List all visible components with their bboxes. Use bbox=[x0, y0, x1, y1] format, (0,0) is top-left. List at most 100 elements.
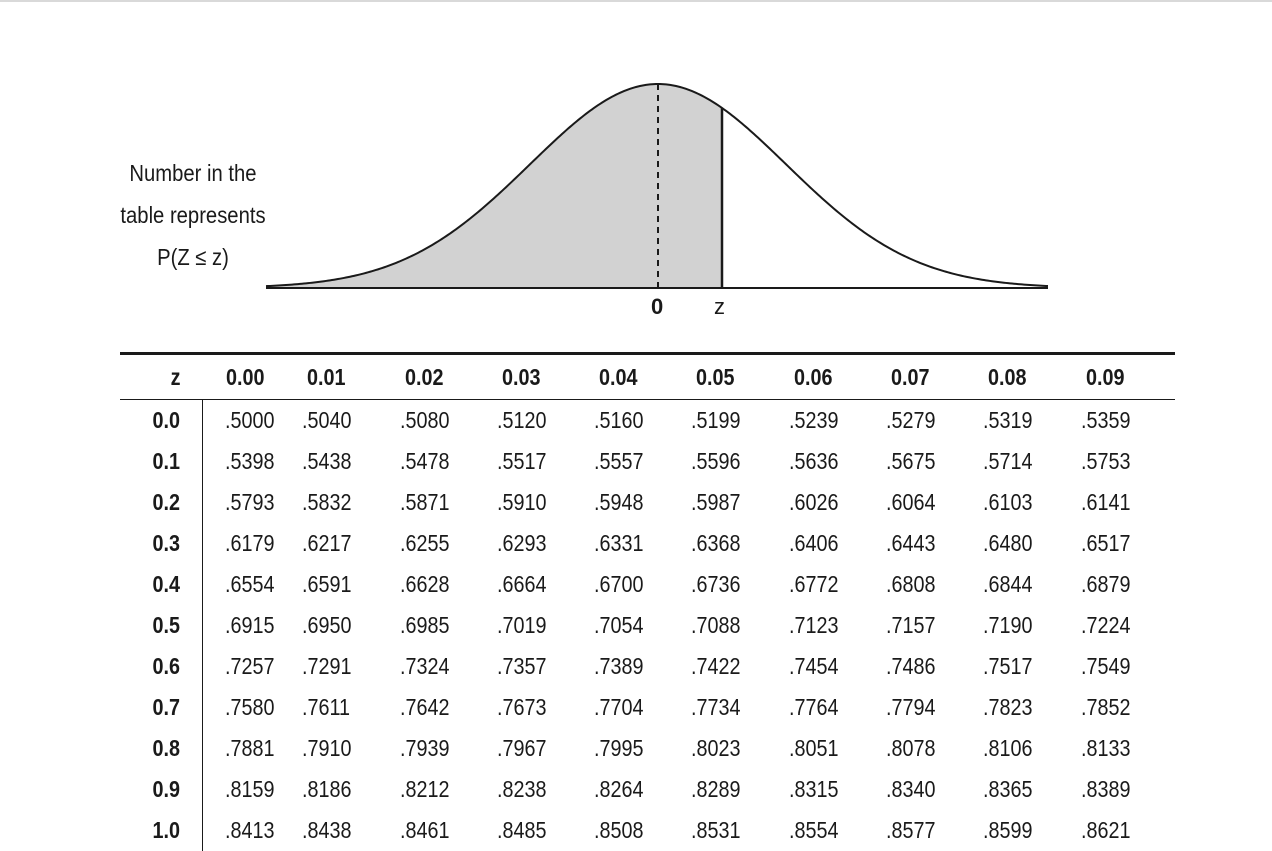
probability-cell: .5596 bbox=[688, 441, 785, 482]
probability-cell: .8461 bbox=[397, 810, 494, 851]
probability-cell: .7054 bbox=[591, 605, 688, 646]
probability-cell: .7324 bbox=[397, 646, 494, 687]
probability-cell: .5832 bbox=[299, 482, 396, 523]
header-cell: 0.03 bbox=[494, 354, 591, 400]
probability-cell: .5040 bbox=[299, 400, 396, 442]
probability-cell: .6517 bbox=[1078, 523, 1175, 564]
probability-cell: .8051 bbox=[786, 728, 883, 769]
table-row: 0.6.7257.7291.7324.7357.7389.7422.7454.7… bbox=[120, 646, 1175, 687]
row-z-value: 0.5 bbox=[120, 605, 202, 646]
probability-cell: .5517 bbox=[494, 441, 591, 482]
row-z-value: 1.0 bbox=[120, 810, 202, 851]
header-cell: 0.09 bbox=[1078, 354, 1175, 400]
probability-cell: .7852 bbox=[1078, 687, 1175, 728]
probability-cell: .8078 bbox=[883, 728, 980, 769]
probability-cell: .7422 bbox=[688, 646, 785, 687]
probability-cell: .8599 bbox=[980, 810, 1077, 851]
probability-cell: .7257 bbox=[202, 646, 299, 687]
table-row: 0.9.8159.8186.8212.8238.8264.8289.8315.8… bbox=[120, 769, 1175, 810]
probability-cell: .6915 bbox=[202, 605, 299, 646]
row-z-value: 0.3 bbox=[120, 523, 202, 564]
probability-cell: .7157 bbox=[883, 605, 980, 646]
probability-cell: .5753 bbox=[1078, 441, 1175, 482]
probability-cell: .5080 bbox=[397, 400, 494, 442]
probability-cell: .7224 bbox=[1078, 605, 1175, 646]
table-row: 0.3.6179.6217.6255.6293.6331.6368.6406.6… bbox=[120, 523, 1175, 564]
probability-cell: .8289 bbox=[688, 769, 785, 810]
probability-cell: .7881 bbox=[202, 728, 299, 769]
probability-cell: .7939 bbox=[397, 728, 494, 769]
probability-cell: .8389 bbox=[1078, 769, 1175, 810]
probability-cell: .6217 bbox=[299, 523, 396, 564]
probability-cell: .7517 bbox=[980, 646, 1077, 687]
probability-cell: .8186 bbox=[299, 769, 396, 810]
probability-cell: .8531 bbox=[688, 810, 785, 851]
probability-cell: .7123 bbox=[786, 605, 883, 646]
header-cell: 0.04 bbox=[591, 354, 688, 400]
probability-cell: .5398 bbox=[202, 441, 299, 482]
table-row: 0.2.5793.5832.5871.5910.5948.5987.6026.6… bbox=[120, 482, 1175, 523]
row-z-value: 0.9 bbox=[120, 769, 202, 810]
probability-cell: .7673 bbox=[494, 687, 591, 728]
probability-cell: .7291 bbox=[299, 646, 396, 687]
probability-cell: .6064 bbox=[883, 482, 980, 523]
probability-cell: .7734 bbox=[688, 687, 785, 728]
probability-cell: .6664 bbox=[494, 564, 591, 605]
probability-cell: .5319 bbox=[980, 400, 1077, 442]
probability-cell: .6628 bbox=[397, 564, 494, 605]
table-row: 0.0.5000.5040.5080.5120.5160.5199.5239.5… bbox=[120, 400, 1175, 442]
row-z-value: 0.2 bbox=[120, 482, 202, 523]
table-row: 0.7.7580.7611.7642.7673.7704.7734.7764.7… bbox=[120, 687, 1175, 728]
probability-cell: .7549 bbox=[1078, 646, 1175, 687]
probability-cell: .8621 bbox=[1078, 810, 1175, 851]
header-cell: 0.05 bbox=[688, 354, 785, 400]
probability-cell: .6554 bbox=[202, 564, 299, 605]
probability-cell: .6103 bbox=[980, 482, 1077, 523]
probability-cell: .8438 bbox=[299, 810, 396, 851]
row-z-value: 0.0 bbox=[120, 400, 202, 442]
probability-cell: .6772 bbox=[786, 564, 883, 605]
probability-cell: .6591 bbox=[299, 564, 396, 605]
probability-cell: .5910 bbox=[494, 482, 591, 523]
probability-cell: .7019 bbox=[494, 605, 591, 646]
probability-cell: .5120 bbox=[494, 400, 591, 442]
header-cell: 0.01 bbox=[299, 354, 396, 400]
probability-cell: .8485 bbox=[494, 810, 591, 851]
probability-cell: .6480 bbox=[980, 523, 1077, 564]
probability-cell: .6026 bbox=[786, 482, 883, 523]
probability-cell: .8508 bbox=[591, 810, 688, 851]
probability-cell: .6443 bbox=[883, 523, 980, 564]
probability-cell: .7190 bbox=[980, 605, 1077, 646]
header-cell: 0.06 bbox=[786, 354, 883, 400]
row-z-value: 0.6 bbox=[120, 646, 202, 687]
probability-cell: .5675 bbox=[883, 441, 980, 482]
probability-cell: .7995 bbox=[591, 728, 688, 769]
probability-cell: .7764 bbox=[786, 687, 883, 728]
probability-cell: .8212 bbox=[397, 769, 494, 810]
probability-cell: .7389 bbox=[591, 646, 688, 687]
probability-cell: .7967 bbox=[494, 728, 591, 769]
probability-cell: .5557 bbox=[591, 441, 688, 482]
probability-cell: .7704 bbox=[591, 687, 688, 728]
header-cell: 0.08 bbox=[980, 354, 1077, 400]
row-z-value: 0.4 bbox=[120, 564, 202, 605]
row-z-value: 0.7 bbox=[120, 687, 202, 728]
probability-cell: .8577 bbox=[883, 810, 980, 851]
probability-cell: .5160 bbox=[591, 400, 688, 442]
probability-cell: .6879 bbox=[1078, 564, 1175, 605]
probability-cell: .5636 bbox=[786, 441, 883, 482]
probability-cell: .6985 bbox=[397, 605, 494, 646]
probability-cell: .5478 bbox=[397, 441, 494, 482]
header-cell: 0.02 bbox=[397, 354, 494, 400]
table-row: 0.4.6554.6591.6628.6664.6700.6736.6772.6… bbox=[120, 564, 1175, 605]
probability-cell: .6950 bbox=[299, 605, 396, 646]
probability-cell: .6141 bbox=[1078, 482, 1175, 523]
probability-cell: .8554 bbox=[786, 810, 883, 851]
probability-cell: .8365 bbox=[980, 769, 1077, 810]
probability-cell: .6179 bbox=[202, 523, 299, 564]
probability-cell: .7088 bbox=[688, 605, 785, 646]
probability-cell: .5359 bbox=[1078, 400, 1175, 442]
probability-cell: .5948 bbox=[591, 482, 688, 523]
